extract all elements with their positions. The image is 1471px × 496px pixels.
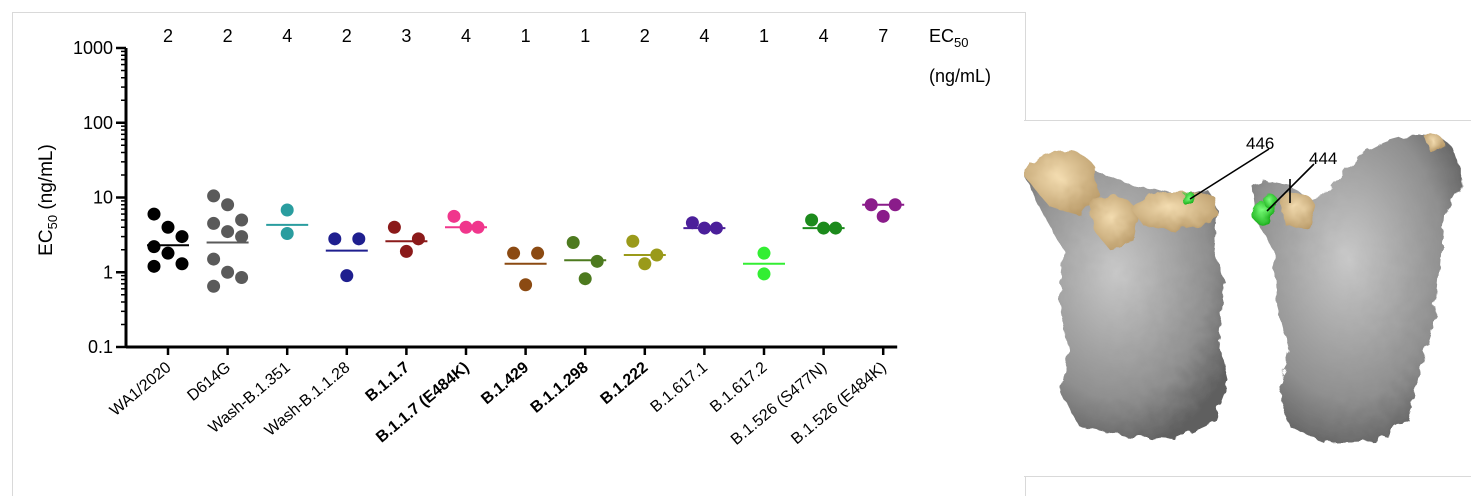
data-point bbox=[626, 234, 640, 248]
data-point bbox=[447, 209, 461, 223]
ec50-value: 2 bbox=[640, 26, 650, 46]
ec50-header-label: EC50 bbox=[929, 26, 968, 50]
ec50-value: 2 bbox=[163, 26, 173, 46]
data-point bbox=[685, 216, 699, 230]
data-point bbox=[459, 220, 473, 234]
y-tick-label: 1000 bbox=[73, 38, 113, 58]
ec50-header-unit: (ng/mL) bbox=[929, 66, 991, 86]
x-category-label: B.1.1.7 bbox=[363, 359, 414, 405]
data-point bbox=[864, 198, 878, 212]
data-point bbox=[817, 221, 831, 235]
ec50-value: 4 bbox=[699, 26, 709, 46]
data-point bbox=[175, 230, 189, 244]
data-point bbox=[387, 220, 401, 234]
callout-line-446 bbox=[1189, 148, 1270, 200]
data-point bbox=[175, 257, 189, 271]
ec50-value: 4 bbox=[282, 26, 292, 46]
data-point bbox=[507, 246, 521, 260]
data-point bbox=[221, 265, 235, 279]
data-point bbox=[207, 216, 221, 230]
ec50-value: 7 bbox=[878, 26, 888, 46]
data-point bbox=[221, 198, 235, 212]
data-point bbox=[161, 220, 175, 234]
ec50-value: 4 bbox=[461, 26, 471, 46]
data-point bbox=[411, 232, 425, 246]
data-point bbox=[280, 226, 294, 240]
data-point bbox=[590, 254, 604, 268]
residue-label-444: 444 bbox=[1309, 149, 1337, 168]
data-point bbox=[757, 246, 771, 260]
ec50-value: 3 bbox=[401, 26, 411, 46]
data-point bbox=[280, 203, 294, 217]
data-point bbox=[888, 198, 902, 212]
y-tick-label: 1 bbox=[103, 262, 113, 282]
data-point bbox=[531, 246, 545, 260]
ec50-value: 2 bbox=[342, 26, 352, 46]
data-point bbox=[578, 272, 592, 286]
data-point bbox=[221, 225, 235, 239]
data-point bbox=[235, 230, 249, 244]
data-point bbox=[147, 259, 161, 273]
data-point bbox=[697, 221, 711, 235]
data-point bbox=[471, 220, 485, 234]
y-tick-label: 10 bbox=[93, 188, 113, 208]
data-point bbox=[340, 269, 354, 283]
data-point bbox=[876, 209, 890, 223]
data-point bbox=[147, 240, 161, 254]
data-point bbox=[805, 213, 819, 227]
ec50-chart-panel: 1000 100 10 1 0.1 EC50 (ng/mL) EC50 (ng/mL) 2 WA1… bbox=[12, 12, 1026, 496]
data-point bbox=[566, 236, 580, 250]
right-molecule-view bbox=[1252, 134, 1464, 443]
ec50-value: 1 bbox=[521, 26, 531, 46]
y-tick-label: 100 bbox=[83, 113, 113, 133]
ec50-value: 4 bbox=[819, 26, 829, 46]
data-point bbox=[328, 232, 342, 246]
ec50-scatter-chart: 1000 100 10 1 0.1 EC50 (ng/mL) EC50 (ng/mL) 2 WA1… bbox=[36, 26, 991, 449]
x-category-label: B.1.1.298 bbox=[528, 359, 592, 417]
data-point bbox=[650, 248, 664, 262]
data-point bbox=[235, 271, 249, 285]
ec50-value: 2 bbox=[223, 26, 233, 46]
data-point bbox=[207, 279, 221, 293]
data-point bbox=[352, 232, 366, 246]
data-point bbox=[757, 267, 771, 281]
data-point bbox=[519, 278, 533, 292]
ec50-value: 1 bbox=[759, 26, 769, 46]
x-category-label: WA1/2020 bbox=[107, 359, 175, 420]
spike-surface-rendering: 446 444 bbox=[1024, 134, 1464, 443]
left-molecule-view bbox=[1024, 149, 1229, 439]
data-point bbox=[207, 189, 221, 203]
x-category-label: B.1.222 bbox=[598, 359, 652, 408]
x-category-label: D614G bbox=[184, 359, 234, 405]
y-tick-label: 0.1 bbox=[88, 337, 113, 357]
x-category-label: B.1.429 bbox=[478, 359, 532, 408]
data-point bbox=[399, 244, 413, 258]
data-point bbox=[829, 221, 843, 235]
data-point bbox=[638, 257, 652, 271]
data-point bbox=[161, 246, 175, 260]
y-axis-label: EC50 (ng/mL) bbox=[36, 144, 60, 256]
residue-label-446: 446 bbox=[1246, 134, 1274, 153]
data-point bbox=[147, 207, 161, 221]
data-point bbox=[235, 213, 249, 227]
x-category-label: B.1.617.1 bbox=[648, 359, 711, 416]
ec50-value: 1 bbox=[580, 26, 590, 46]
protein-structure-panel: 446 444 bbox=[1024, 120, 1471, 477]
data-point bbox=[207, 252, 221, 266]
data-point bbox=[709, 221, 723, 235]
